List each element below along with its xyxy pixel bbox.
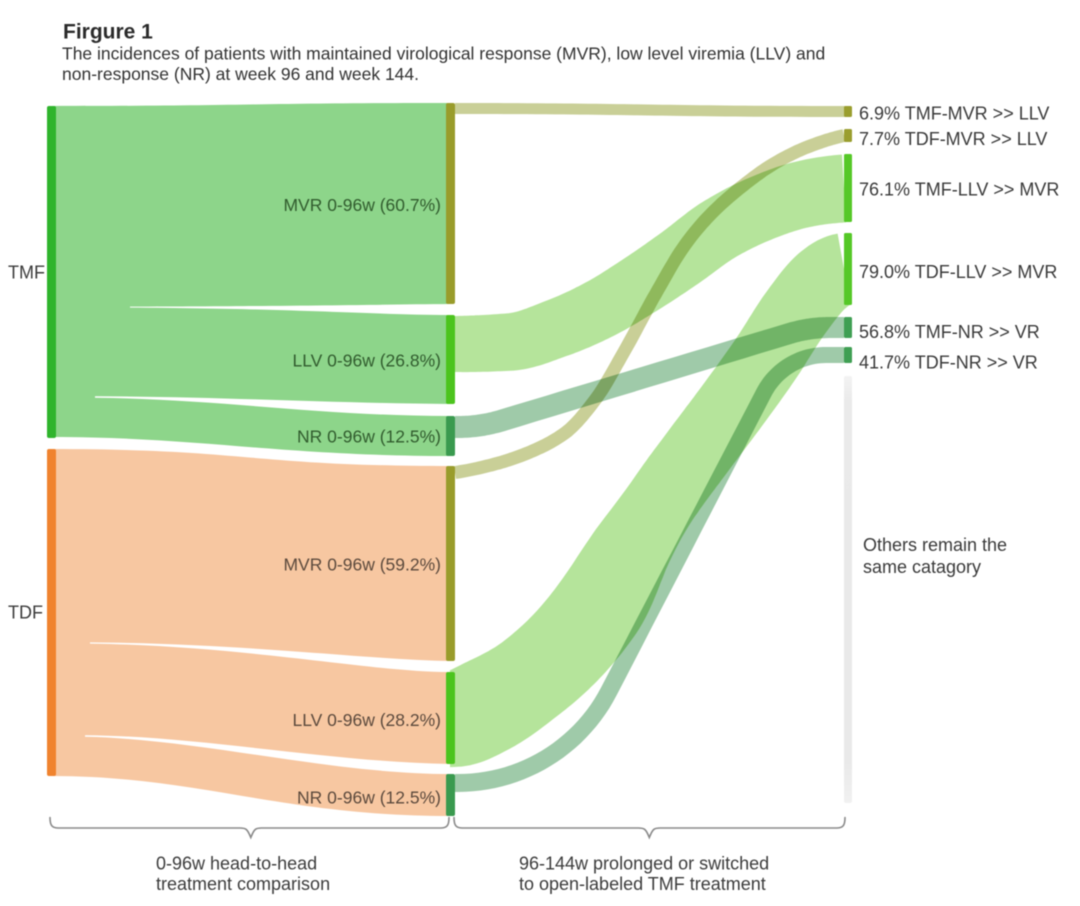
svg-text:LLV 0-96w (28.2%): LLV 0-96w (28.2%): [292, 710, 441, 730]
svg-text:MVR 0-96w (59.2%): MVR 0-96w (59.2%): [283, 554, 441, 574]
svg-text:NR 0-96w (12.5%): NR 0-96w (12.5%): [297, 787, 441, 807]
svg-text:NR 0-96w (12.5%): NR 0-96w (12.5%): [297, 426, 441, 446]
svg-text:MVR 0-96w (60.7%): MVR 0-96w (60.7%): [283, 195, 441, 215]
svg-text:0-96w head-to-head: 0-96w head-to-head: [156, 854, 317, 874]
svg-text:41.7% TDF-NR >> VR: 41.7% TDF-NR >> VR: [859, 353, 1038, 373]
svg-text:non-response (NR) at week 96 a: non-response (NR) at week 96 and week 14…: [62, 64, 419, 84]
svg-text:The incidences of patients wit: The incidences of patients with maintain…: [62, 44, 825, 64]
svg-text:76.1% TMF-LLV >> MVR: 76.1% TMF-LLV >> MVR: [859, 180, 1059, 200]
svg-text:7.7% TDF-MVR >> LLV: 7.7% TDF-MVR >> LLV: [859, 129, 1047, 149]
svg-text:79.0% TDF-LLV >> MVR: 79.0% TDF-LLV >> MVR: [859, 262, 1057, 282]
svg-text:Others remain the: Others remain the: [863, 535, 1007, 555]
svg-text:56.8% TMF-NR >> VR: 56.8% TMF-NR >> VR: [859, 322, 1040, 342]
svg-text:treatment comparison: treatment comparison: [156, 874, 330, 894]
svg-text:6.9% TMF-MVR >> LLV: 6.9% TMF-MVR >> LLV: [859, 104, 1049, 124]
svg-text:LLV 0-96w (26.8%): LLV 0-96w (26.8%): [292, 350, 441, 370]
svg-text:same catagory: same catagory: [863, 557, 981, 577]
svg-text:Firgure 1: Firgure 1: [63, 21, 153, 44]
svg-text:96-144w prolonged or switched: 96-144w prolonged or switched: [519, 854, 769, 874]
svg-text:TMF: TMF: [8, 263, 45, 283]
svg-text:to open-labeled TMF treatment: to open-labeled TMF treatment: [519, 874, 766, 894]
svg-text:TDF: TDF: [8, 603, 43, 623]
